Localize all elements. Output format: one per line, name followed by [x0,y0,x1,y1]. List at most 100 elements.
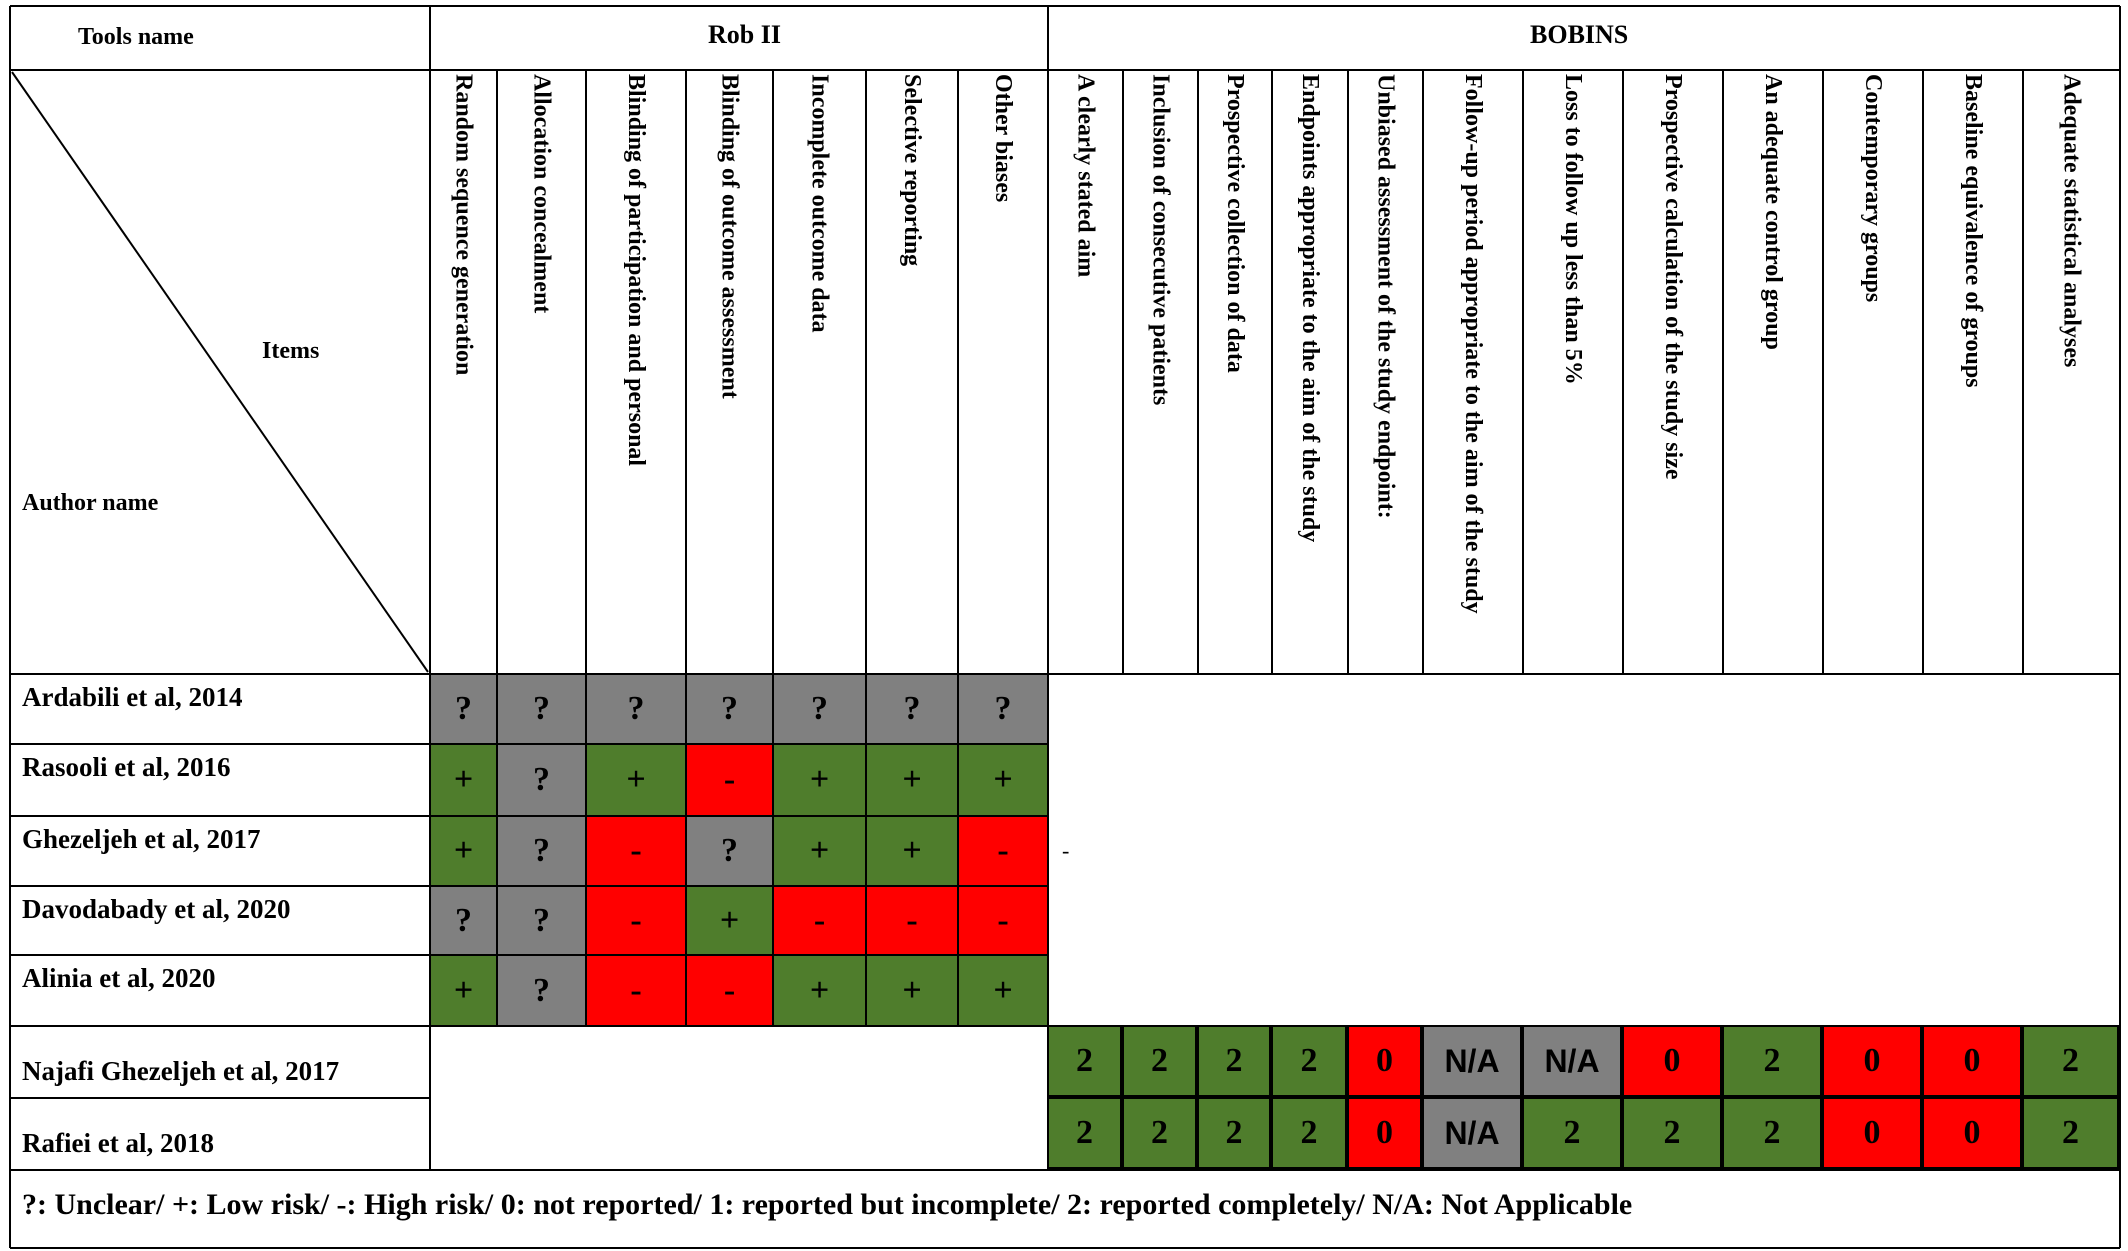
column-header-label: Unbiased assessment of the study endpoin… [1372,74,1399,519]
column-header-label: Endpoints appropriate to the aim of the … [1297,74,1323,543]
bobins-score-cell: 0 [1822,1025,1922,1097]
bobins-score-cell: 2 [1722,1097,1822,1169]
bobins-score-cell: 2 [1522,1097,1622,1169]
rob-rating-cell: - [687,745,772,815]
rob-rating-cell: ? [498,745,585,815]
bobins-score-cell: 2 [1047,1097,1122,1169]
column-header: Prospective calculation of the study siz… [1623,74,1723,672]
rob-rating-cell: + [587,745,685,815]
bobins-score-cell: 2 [1271,1025,1347,1097]
column-header: Selective reporting [866,74,958,672]
bobins-score-cell: 2 [1622,1097,1722,1169]
rob-rating-cell: - [687,956,772,1025]
column-header: Contemporary groups [1823,74,1923,672]
rob-rating-cell: - [959,887,1047,954]
column-header-label: Loss to follow up less than 5% [1560,74,1586,385]
bobins-group-header: BOBINS [1530,20,1629,49]
column-header-label: Contemporary groups [1860,74,1886,303]
column-header: Endpoints appropriate to the aim of the … [1272,74,1348,672]
column-header-label: Selective reporting [899,74,925,267]
stray-mark: - [1062,838,1070,863]
bobins-score-cell: 2 [1122,1097,1197,1169]
column-header-label: Blinding of participation and personal [623,74,649,467]
column-header-label: Prospective collection of data [1222,74,1248,373]
rob-rating-cell: + [774,745,865,815]
column-header-label: Incomplete outcome data [806,74,833,333]
bobins-score-cell: N/A [1522,1025,1622,1097]
legend-note: ?: Unclear/ +: Low risk/ -: High risk/ 0… [22,1188,1633,1221]
rob-rating-cell: - [587,956,685,1025]
column-header: Follow-up period appropriate to the aim … [1423,74,1523,672]
corner-diagonal [11,71,429,673]
author-name: Najafi Ghezeljeh et al, 2017 [22,1056,340,1086]
rob-rating-cell: ? [431,675,496,743]
column-header-label: A clearly stated aim [1072,74,1099,278]
column-header: Allocation concealment [497,74,586,672]
rob-rating-cell: + [959,745,1047,815]
column-header: Unbiased assessment of the study endpoin… [1348,74,1423,672]
rob-rating-cell: + [867,817,957,885]
rob-rating-cell: ? [587,675,685,743]
column-header-label: Follow-up period appropriate to the aim … [1460,74,1486,614]
bobins-score-cell: 0 [1822,1097,1922,1169]
rob-rating-cell: ? [498,675,585,743]
items-header: Items [262,338,320,364]
rob-rating-cell: ? [498,887,585,954]
bobins-score-cell: 0 [1347,1097,1422,1169]
rob-rating-cell: + [959,956,1047,1025]
column-header: Inclusion of consecutive patients [1123,74,1198,672]
column-header: Random sequence generation [430,74,497,672]
bobins-score-cell: 2 [1197,1025,1271,1097]
rob-rating-cell: ? [498,956,585,1025]
author-name-header: Author name [22,490,159,516]
author-name: Davodabady et al, 2020 [22,894,291,924]
rob-rating-cell: ? [774,675,865,743]
column-header-label: Prospective calculation of the study siz… [1660,74,1686,480]
rob-rating-cell: - [774,887,865,954]
column-header: Loss to follow up less than 5% [1523,74,1623,672]
tools-name-header: Tools name [78,24,194,50]
column-header: Prospective collection of data [1198,74,1272,672]
column-header: Blinding of participation and personal [586,74,686,672]
author-name: Alinia et al, 2020 [22,963,216,993]
column-header-label: Other biases [990,74,1016,203]
column-header: Incomplete outcome data [773,74,866,672]
rob-rating-cell: ? [498,817,585,885]
bobins-score-cell: 2 [1197,1097,1271,1169]
column-header: Adequate statistical analyses [2023,74,2120,672]
rob-rating-cell: + [431,956,496,1025]
rob-group-header: Rob II [708,20,781,49]
bobins-score-cell: 2 [2022,1097,2119,1169]
bobins-score-cell: 0 [1347,1025,1422,1097]
rob-rating-cell: + [687,887,772,954]
rob-rating-cell: - [587,817,685,885]
bobins-score-cell: 2 [1122,1025,1197,1097]
author-name: Rafiei et al, 2018 [22,1128,214,1158]
column-header: Baseline equivalence of groups [1923,74,2023,672]
rob-rating-cell: + [774,956,865,1025]
rob-rating-cell: - [867,887,957,954]
column-header: A clearly stated aim [1048,74,1123,672]
rob-rating-cell: - [587,887,685,954]
bobins-score-cell: 0 [1922,1025,2022,1097]
rob-rating-cell: ? [687,675,772,743]
rob-rating-cell: + [431,817,496,885]
author-name: Ghezeljeh et al, 2017 [22,824,261,854]
column-header-label: Adequate statistical analyses [2058,74,2085,368]
rob-rating-cell: - [959,817,1047,885]
column-header: Other biases [958,74,1048,672]
rob-rating-cell: + [867,745,957,815]
column-header-label: Inclusion of consecutive patients [1147,74,1174,406]
rob-rating-cell: + [774,817,865,885]
author-name: Ardabili et al, 2014 [22,682,243,712]
column-header-label: Random sequence generation [450,74,477,376]
bobins-score-cell: 2 [2022,1025,2119,1097]
bobins-score-cell: 2 [1722,1025,1822,1097]
rob-rating-cell: ? [431,887,496,954]
column-header-label: An adequate control group [1760,74,1786,350]
column-header-label: Baseline equivalence of groups [1960,74,1986,388]
bobins-score-cell: N/A [1422,1025,1522,1097]
author-name: Rasooli et al, 2016 [22,752,231,782]
bobins-score-cell: 0 [1622,1025,1722,1097]
